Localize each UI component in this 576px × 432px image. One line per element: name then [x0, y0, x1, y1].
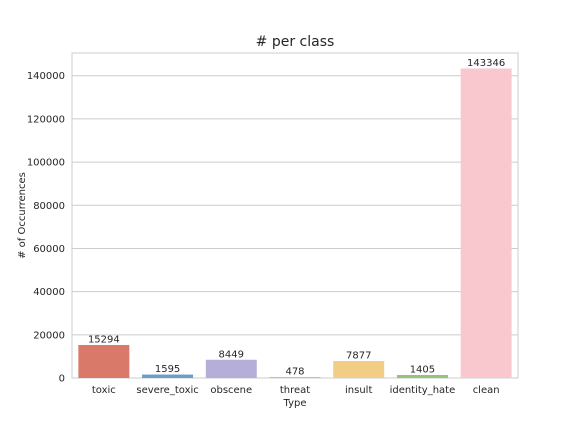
- y-tick-labels: 0 20000 40000 60000 80000 100000 120000 140000: [27, 71, 65, 384]
- data-label: 8449: [219, 349, 244, 360]
- y-tick-label: 100000: [27, 158, 65, 169]
- chart-title: # per class: [256, 34, 335, 50]
- x-tick-label: insult: [345, 385, 372, 396]
- x-tick-label: clean: [473, 385, 500, 396]
- gridlines: [72, 75, 518, 379]
- bar: [205, 359, 257, 378]
- data-label: 15294: [88, 334, 120, 345]
- y-tick-label: 0: [59, 374, 65, 385]
- y-axis-label: # of Occurrences: [17, 172, 28, 259]
- bar: [460, 68, 512, 378]
- y-tick-label: 140000: [27, 71, 65, 82]
- x-tick-label: obscene: [210, 385, 252, 396]
- y-tick-label: 120000: [27, 114, 65, 125]
- y-tick-label: 40000: [33, 287, 65, 298]
- bar: [142, 374, 194, 378]
- data-label: 1595: [155, 364, 180, 375]
- data-label: 143346: [467, 58, 505, 69]
- y-tick-label: 60000: [33, 244, 65, 255]
- bar: [78, 344, 130, 378]
- data-label: 7877: [346, 350, 371, 361]
- y-tick-label: 20000: [33, 330, 65, 341]
- bar: [333, 360, 385, 378]
- y-tick-label: 80000: [33, 201, 65, 212]
- data-label: 1405: [410, 364, 435, 375]
- x-tick-label: severe_toxic: [136, 385, 198, 396]
- bars: [78, 68, 512, 378]
- plot-frame: [71, 52, 519, 379]
- data-labels: 15294 1595 8449 478 7877 1405 143346: [88, 58, 505, 377]
- x-tick-label: toxic: [92, 385, 116, 396]
- data-label: 478: [285, 366, 304, 377]
- x-axis-label: Type: [283, 398, 307, 409]
- bar: [396, 374, 448, 378]
- x-tick-label: identity_hate: [390, 385, 456, 396]
- bar: [269, 376, 321, 378]
- x-tick-label: threat: [280, 385, 310, 396]
- x-tick-labels: toxic severe_toxic obscene threat insult iden…: [92, 385, 500, 396]
